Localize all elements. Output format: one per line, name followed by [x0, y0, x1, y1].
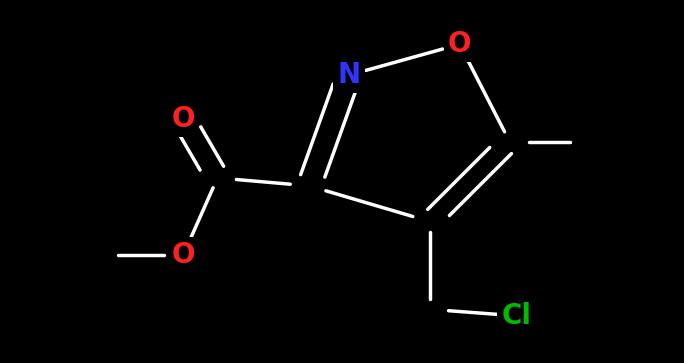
Text: Cl: Cl — [501, 302, 531, 330]
Text: O: O — [172, 241, 195, 269]
Text: O: O — [448, 30, 471, 58]
Text: O: O — [172, 105, 195, 133]
Text: N: N — [337, 61, 360, 89]
